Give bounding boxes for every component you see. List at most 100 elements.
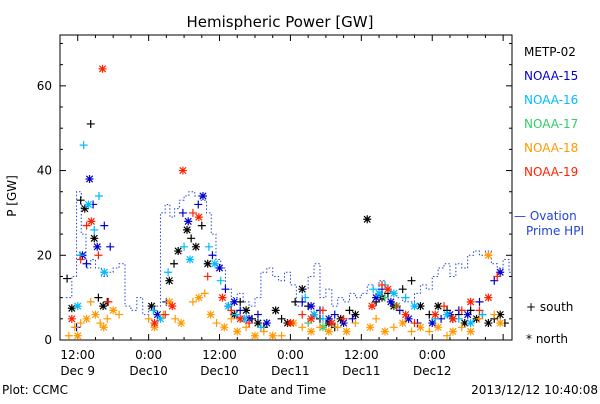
noaa-18-south-point	[389, 323, 398, 332]
noaa-16-north-point	[224, 302, 233, 311]
noaa-18-south-point	[425, 327, 434, 336]
noaa-19-south-point	[392, 302, 401, 311]
noaa-19-north-point	[466, 297, 475, 306]
noaa-19-north-point	[236, 314, 245, 323]
noaa-15-south-point	[221, 285, 230, 294]
metp-02-north-point	[147, 302, 156, 311]
noaa-15-north-point	[428, 319, 437, 328]
x-tick-label-date: Dec10	[129, 364, 168, 378]
noaa-18-south-point	[144, 314, 153, 323]
x-tick-label: 0:00	[135, 348, 162, 362]
legend-metp-02: METP-02	[524, 45, 576, 59]
noaa-15-north-point	[215, 263, 224, 272]
noaa-16-north-point	[156, 314, 165, 323]
metp-02-south-point	[187, 234, 196, 243]
noaa-18-north-point	[194, 293, 203, 302]
noaa-15-north-point	[372, 293, 381, 302]
noaa-16-south-point	[149, 306, 158, 315]
metp-02-north-point	[363, 215, 372, 224]
noaa-18-north-point	[91, 310, 100, 319]
noaa-19-north-point	[484, 293, 493, 302]
noaa-18-south-point	[76, 319, 85, 328]
noaa-15-south-point	[348, 314, 357, 323]
metp-02-north-point	[174, 247, 183, 256]
noaa-19-south-point	[245, 319, 254, 328]
metp-02-south-point	[63, 274, 72, 283]
noaa-18-north-point	[398, 319, 407, 328]
x-tick-label-date: Dec12	[413, 364, 452, 378]
noaa-18-north-point	[109, 306, 118, 315]
metp-02-north-point	[496, 310, 505, 319]
noaa-18-south-point	[171, 314, 180, 323]
noaa-15-south-point	[106, 242, 115, 251]
noaa-19-south-point	[76, 255, 85, 264]
noaa-19-south-point	[318, 306, 327, 315]
footer-timestamp: 2013/12/12 10:40:08	[471, 383, 598, 397]
noaa-16-north-point	[389, 289, 398, 298]
noaa-15-south-point	[395, 306, 404, 315]
noaa-18-north-point	[150, 323, 159, 332]
noaa-16-south-point	[94, 191, 103, 200]
noaa-15-south-point	[208, 251, 217, 260]
noaa-18-north-point	[268, 331, 277, 340]
noaa-16-south-point	[232, 310, 241, 319]
noaa-18-south-point	[259, 327, 268, 336]
plot-area: 0 20 40 60 12:00 Dec 9 0:00 Dec10 12:00 Dec10 0:00…	[37, 34, 513, 378]
noaa-19-north-point	[67, 314, 76, 323]
noaa-18-north-point	[466, 327, 475, 336]
noaa-18-north-point	[307, 327, 316, 336]
noaa-15-north-point	[339, 319, 348, 328]
noaa-16-north-point	[466, 319, 475, 328]
noaa-18-south-point	[103, 314, 112, 323]
noaa-19-north-point	[307, 314, 316, 323]
noaa-18-south-point	[64, 331, 73, 340]
x-tick-label: 12:00	[344, 348, 379, 362]
noaa-18-south-point	[200, 289, 209, 298]
legend-noaa-15: NOAA-15	[524, 69, 578, 83]
legend-south-marker: + south	[526, 300, 573, 314]
metp-02-north-point	[460, 319, 469, 328]
noaa-18-south-point	[115, 310, 124, 319]
x-tick-label: 12:00	[202, 348, 237, 362]
noaa-18-north-point	[73, 331, 82, 340]
noaa-18-south-point	[298, 323, 307, 332]
noaa-18-north-point	[366, 323, 375, 332]
noaa-18-south-point	[372, 314, 381, 323]
noaa-16-south-point	[301, 293, 310, 302]
noaa-18-south-point	[407, 327, 416, 336]
y-tick-label: 60	[37, 79, 52, 93]
noaa-19-north-point	[178, 166, 187, 175]
metp-02-north-point	[203, 259, 212, 268]
metp-02-south-point	[291, 297, 300, 306]
noaa-18-north-point	[484, 251, 493, 260]
y-axis-label: P [GW]	[5, 175, 19, 217]
legend-noaa-17: NOAA-17	[524, 117, 578, 131]
metp-02-south-point	[345, 306, 354, 315]
noaa-16-south-point	[478, 310, 487, 319]
noaa-15-south-point	[253, 310, 262, 319]
x-axis-label: Date and Time	[238, 383, 326, 397]
noaa-15-south-point	[178, 208, 187, 217]
legend-noaa-18: NOAA-18	[524, 141, 578, 155]
noaa-19-south-point	[188, 208, 197, 217]
legend-noaa-16: NOAA-16	[524, 93, 578, 107]
noaa-16-north-point	[73, 302, 82, 311]
noaa-19-north-point	[87, 217, 96, 226]
y-tick-label: 0	[44, 333, 52, 347]
noaa-15-north-point	[184, 217, 193, 226]
noaa-15-north-point	[262, 319, 271, 328]
noaa-18-south-point	[227, 314, 236, 323]
noaa-16-north-point	[100, 268, 109, 277]
noaa-16-north-point	[375, 289, 384, 298]
plot-frame	[59, 34, 513, 341]
chart-title: Hemispheric Power [GW]	[187, 13, 374, 31]
noaa-18-south-point	[242, 323, 251, 332]
footer-plot-source: Plot: CCMC	[2, 383, 68, 397]
noaa-15-north-point	[307, 302, 316, 311]
metp-02-south-point	[407, 276, 416, 285]
noaa-15-north-point	[85, 175, 94, 184]
noaa-16-north-point	[210, 259, 219, 268]
noaa-19-south-point	[203, 272, 212, 281]
metp-02-north-point	[242, 306, 251, 315]
